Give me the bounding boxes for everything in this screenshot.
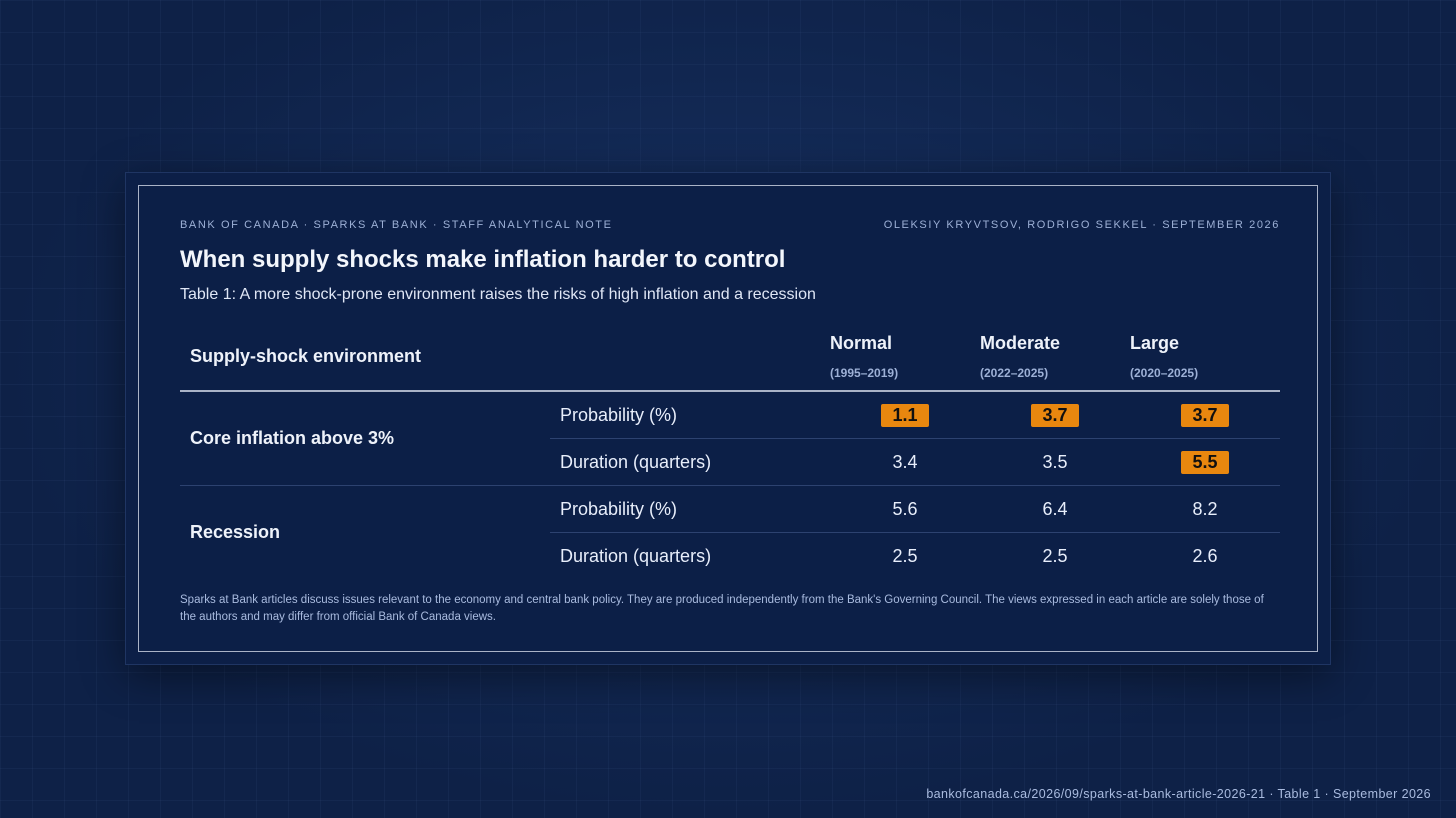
table-row: Recession Probability (%) 5.6 6.4 8.2 (180, 485, 1281, 542)
column-name: Moderate (980, 332, 1061, 353)
value-cell: 5.5 (1130, 438, 1281, 486)
row-header-label: Supply-shock environment (180, 322, 831, 392)
column-name: Large (1130, 332, 1180, 353)
footer-source: bankofcanada.ca/2026/09/sparks-at-bank-a… (926, 787, 1431, 801)
value-cell: 5.6 (830, 485, 981, 533)
highlighted-value: 3.7 (1031, 403, 1080, 427)
column-header-large: Large (2020–2025) (1130, 322, 1281, 392)
metric-label: Duration (quarters) (560, 545, 712, 566)
value-cell: 8.2 (1130, 485, 1281, 533)
highlighted-value: 3.7 (1181, 403, 1230, 427)
page-title: When supply shocks make inflation harder… (180, 246, 786, 273)
meta-row: BANK OF CANADA · SPARKS AT BANK · STAFF … (180, 219, 1280, 233)
table-row: Duration (quarters) 3.4 3.5 5.5 (180, 438, 1281, 486)
value-cell: 2.5 (1042, 545, 1068, 566)
author-date-line: OLEKSIY KRYVTSOV, RODRIGO SEKKEL · SEPTE… (883, 219, 1280, 231)
table-body: Core inflation above 3% Probability (%) 1.… (180, 391, 1281, 580)
table-row: Duration (quarters) 2.5 2.5 2.6 (180, 533, 1280, 580)
value-cell: 1.1 (830, 391, 981, 439)
table-caption: Table 1: A more shock-prone environment … (180, 286, 816, 303)
group-label: Core inflation above 3% (180, 391, 550, 486)
column-period: (2020–2025) (1130, 365, 1199, 380)
column-header-moderate: Moderate (2022–2025) (980, 322, 1131, 392)
value-cell: 2.6 (1192, 545, 1218, 566)
table-row: Core inflation above 3% Probability (%) 1.… (180, 391, 1281, 486)
value-cell: 3.7 (980, 391, 1131, 439)
value-cell: 2.5 (892, 545, 918, 566)
highlighted-value: 1.1 (881, 403, 930, 427)
value-cell: 6.4 (980, 485, 1131, 533)
card-frame: BANK OF CANADA · SPARKS AT BANK · STAFF … (138, 185, 1318, 652)
highlighted-value: 5.5 (1181, 450, 1230, 474)
column-name: Normal (830, 332, 893, 353)
publication-line: BANK OF CANADA · SPARKS AT BANK · STAFF … (180, 219, 613, 231)
group-label: Recession (190, 522, 281, 542)
disclaimer-note: Sparks at Bank articles discuss issues r… (180, 594, 1264, 623)
value-cell: 3.4 (830, 438, 981, 486)
metric-label: Duration (quarters) (550, 438, 831, 486)
table-card: BANK OF CANADA · SPARKS AT BANK · STAFF … (125, 172, 1331, 665)
metric-label: Probability (%) (550, 485, 831, 533)
value-cell: 3.5 (980, 438, 1131, 486)
table-header-row: Supply-shock environment Normal (1995–201… (180, 322, 1281, 392)
results-table: Supply-shock environment Normal (1995–201… (180, 322, 1281, 580)
column-header-normal: Normal (1995–2019) (830, 322, 981, 392)
metric-label: Probability (%) (550, 391, 831, 439)
column-period: (2022–2025) (980, 365, 1049, 380)
column-period: (1995–2019) (830, 365, 899, 380)
value-cell: 3.7 (1130, 391, 1281, 439)
